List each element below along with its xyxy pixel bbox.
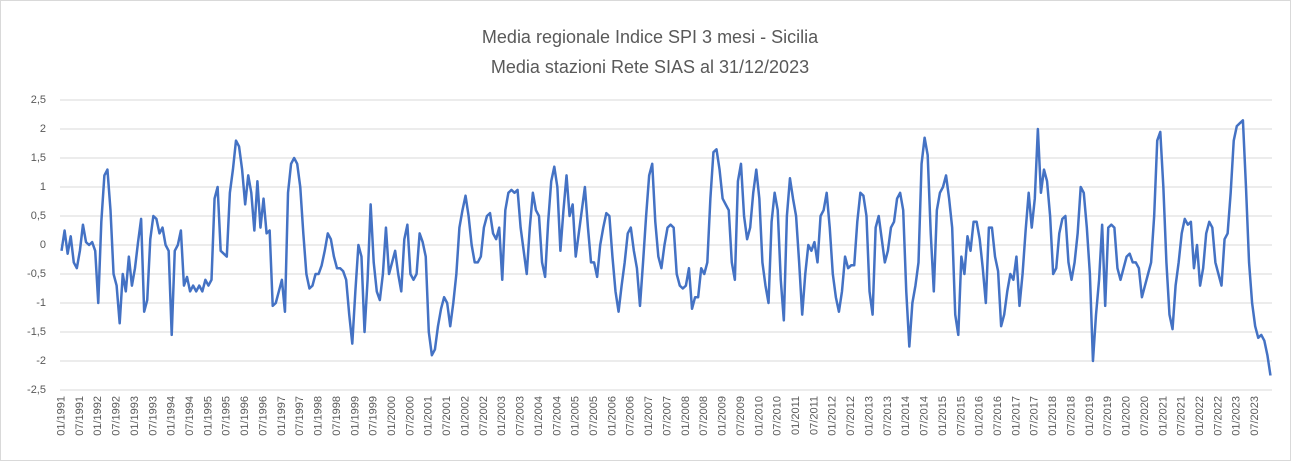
x-tick-label: 07/1995 (221, 396, 233, 436)
x-tick-label: 07/2006 (625, 396, 637, 436)
x-tick-label: 01/2015 (937, 396, 949, 436)
x-tick-label: 01/2019 (1084, 396, 1096, 436)
x-tick-label: 01/2023 (1231, 396, 1243, 436)
y-tick-label: 1,5 (31, 152, 46, 164)
x-tick-label: 01/2020 (1121, 396, 1133, 436)
x-tick-label: 01/1994 (166, 396, 178, 436)
y-tick-label: -1,5 (27, 326, 46, 338)
chart-title: Media regionale Indice SPI 3 mesi - Sici… (482, 27, 819, 47)
x-tick-label: 07/2004 (551, 396, 563, 436)
x-tick-label: 01/1995 (202, 396, 214, 436)
x-tick-label: 07/1999 (368, 396, 380, 436)
x-tick-label: 07/2016 (992, 396, 1004, 436)
x-tick-label: 07/1993 (147, 396, 159, 436)
x-tick-label: 07/2011 (808, 396, 820, 435)
x-tick-label: 01/1993 (129, 396, 141, 436)
y-tick-label: -2,5 (27, 384, 46, 396)
y-tick-label: 0,5 (31, 210, 46, 222)
x-tick-label: 07/2001 (441, 396, 453, 436)
x-tick-label: 01/2010 (753, 396, 765, 436)
x-tick-label: 07/2002 (478, 396, 490, 436)
x-tick-label: 01/2018 (1047, 396, 1059, 436)
x-tick-label: 07/2005 (588, 396, 600, 436)
x-tick-label: 07/2007 (661, 396, 673, 436)
x-tick-label: 07/1992 (111, 396, 123, 436)
x-tick-label: 07/2019 (1102, 396, 1114, 436)
y-tick-label: -2 (36, 355, 46, 367)
x-tick-label: 01/2004 (533, 396, 545, 436)
x-tick-label: 01/2000 (386, 396, 398, 436)
x-tick-label: 01/2002 (459, 396, 471, 436)
x-tick-label: 07/2015 (955, 396, 967, 436)
y-tick-label: -0,5 (27, 268, 46, 280)
x-tick-label: 01/1998 (313, 396, 325, 436)
y-tick-label: 2 (40, 123, 46, 135)
x-tick-label: 07/2022 (1212, 396, 1224, 436)
x-tick-label: 07/1994 (184, 396, 196, 436)
x-tick-label: 07/2020 (1139, 396, 1151, 436)
x-tick-label: 01/2005 (570, 396, 582, 436)
y-tick-label: 1 (40, 181, 46, 193)
x-tick-label: 01/1996 (239, 396, 251, 436)
x-tick-label: 07/2013 (882, 396, 894, 436)
x-tick-label: 01/1999 (349, 396, 361, 436)
x-tick-label: 01/2007 (643, 396, 655, 436)
y-tick-label: -1 (36, 297, 46, 309)
x-tick-label: 07/2003 (515, 396, 527, 436)
x-tick-label: 01/2013 (863, 396, 875, 436)
x-tick-label: 07/2008 (698, 396, 710, 436)
x-tick-label: 01/2008 (680, 396, 692, 436)
y-tick-label: 2,5 (31, 94, 46, 106)
x-tick-label: 07/1997 (294, 396, 306, 436)
x-tick-label: 01/2001 (423, 396, 435, 436)
y-tick-label: 0 (40, 239, 46, 251)
x-tick-label: 01/1992 (92, 396, 104, 436)
x-tick-label: 01/2012 (827, 396, 839, 436)
x-tick-label: 07/2009 (735, 396, 747, 436)
x-tick-label: 07/2010 (772, 396, 784, 436)
chart-subtitle: Media stazioni Rete SIAS al 31/12/2023 (491, 57, 809, 77)
x-tick-label: 01/1997 (276, 396, 288, 436)
x-tick-label: 01/2009 (717, 396, 729, 436)
x-tick-label: 07/2017 (1029, 396, 1041, 436)
x-tick-label: 07/2023 (1249, 396, 1261, 436)
x-tick-label: 07/1998 (331, 396, 343, 436)
spi-line (60, 119, 1272, 376)
x-tick-label: 01/2021 (1157, 396, 1169, 436)
x-tick-label: 01/2003 (496, 396, 508, 436)
x-tick-label: 07/2000 (404, 396, 416, 436)
x-tick-label: 01/2006 (606, 396, 618, 436)
x-tick-label: 07/2018 (1065, 396, 1077, 436)
x-tick-label: 01/2017 (1010, 396, 1022, 436)
x-tick-label: 01/2022 (1194, 396, 1206, 436)
x-tick-label: 07/1996 (257, 396, 269, 436)
x-tick-label: 07/1991 (74, 396, 86, 436)
x-tick-label: 01/2014 (900, 396, 912, 436)
x-tick-label: 01/1991 (55, 396, 67, 436)
x-tick-label: 07/2012 (845, 396, 857, 436)
x-tick-label: 07/2014 (919, 396, 931, 436)
x-tick-label: 01/2016 (974, 396, 986, 436)
x-tick-label: 07/2021 (1176, 396, 1188, 436)
x-tick-label: 01/2011 (790, 396, 802, 435)
